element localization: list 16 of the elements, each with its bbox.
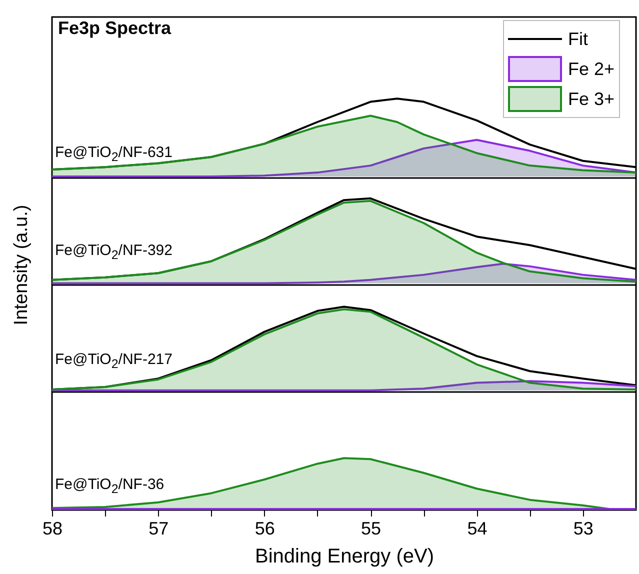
x-axis-title: Binding Energy (eV) [255, 546, 434, 568]
annotation: Fe@TiO$_{2}$/NF-392 [55, 242, 172, 264]
x-tick-label: 56 [254, 518, 275, 538]
annotation: Fe@TiO$_{2}$/NF-631 [55, 144, 172, 166]
legend-label: Fit [568, 28, 588, 50]
x-tick-label: 53 [573, 518, 594, 538]
x-tick-label: 58 [42, 518, 63, 538]
x-tick-label: 55 [361, 518, 382, 538]
y-axis-title: Intensity (a.u.) [11, 204, 33, 326]
annotation: Fe@TiO$_{2}$/NF-36 [55, 476, 164, 498]
x-tick-label: 54 [467, 518, 488, 538]
annotation: Fe@TiO$_{2}$/NF-217 [55, 351, 172, 373]
x-tick-label: 57 [148, 518, 169, 538]
legend-label: Fe 2+ [568, 58, 615, 80]
legend-label: Fe 3+ [568, 88, 615, 110]
chart-title: Fe3p Spectra [58, 17, 172, 39]
